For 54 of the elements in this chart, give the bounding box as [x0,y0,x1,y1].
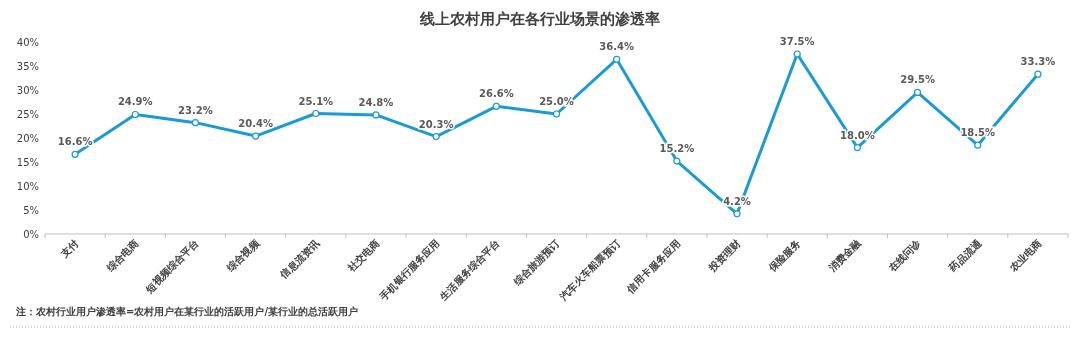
data-label: 23.2% [178,104,213,116]
point [733,210,741,218]
point [492,102,500,110]
x-tick-label: 社交电商 [344,237,382,275]
data-label: 36.4% [599,41,635,53]
chart-title: 线上农村用户在各行业场景的渗透率 [419,10,660,28]
y-tick-label: 25% [16,109,39,120]
y-tick-label: 20% [16,133,39,144]
y-tick-label: 35% [16,61,39,72]
x-tick-label: 综合旅游预订 [511,237,562,289]
point [312,109,320,118]
y-tick-label: 5% [23,205,39,216]
data-label: 20.4% [238,118,273,130]
point [913,88,922,96]
data-label: 29.5% [900,74,935,86]
data-label: 20.3% [418,118,454,130]
data-label: 16.6% [57,136,93,148]
x-tick-label: 短视频综合平台 [142,237,201,296]
point [191,119,200,127]
point [1034,70,1042,78]
data-label: 33.3% [1020,56,1056,68]
text: 注：农村行业用户渗透率=农村用户在某行业的活跃用户/某行业的总活跃用户 [15,306,359,317]
data-label: 25.1% [298,95,334,107]
point [853,144,861,152]
point [552,110,561,118]
y-tick-label: 15% [16,157,39,168]
point [252,132,260,140]
data-label: 24.8% [358,96,394,108]
x-tick-label: 保险服务 [765,237,803,275]
x-tick-label: 药品流通 [946,236,984,275]
point [793,50,801,58]
y-tick-label: 0% [23,229,39,240]
data-label: 26.6% [478,88,514,100]
data-label: 37.5% [779,36,815,47]
point [613,55,621,63]
x-tick-label: 信用卡服务应用 [624,237,683,296]
y-tick-label: 30% [16,85,39,96]
x-tick-label: 消费金融 [826,236,864,275]
point [974,141,982,149]
x-tick-label: 信息流资讯 [277,237,322,282]
point [432,132,440,141]
y-tick-label: 10% [16,181,39,192]
point [372,111,380,119]
x-tick-label: 农业电商 [1006,237,1044,275]
point [131,110,139,119]
x-tick-label: 综合视频 [224,236,262,275]
x-tick-label: 支付 [57,237,81,261]
x-tick-label: 投资理财 [705,237,743,275]
x-tick-label: 综合电商 [103,237,141,275]
data-label: 24.9% [117,96,153,108]
point [673,157,681,165]
point [71,150,79,158]
y-tick-label: 40% [16,37,39,48]
x-tick-label: 在线问诊 [886,236,924,275]
